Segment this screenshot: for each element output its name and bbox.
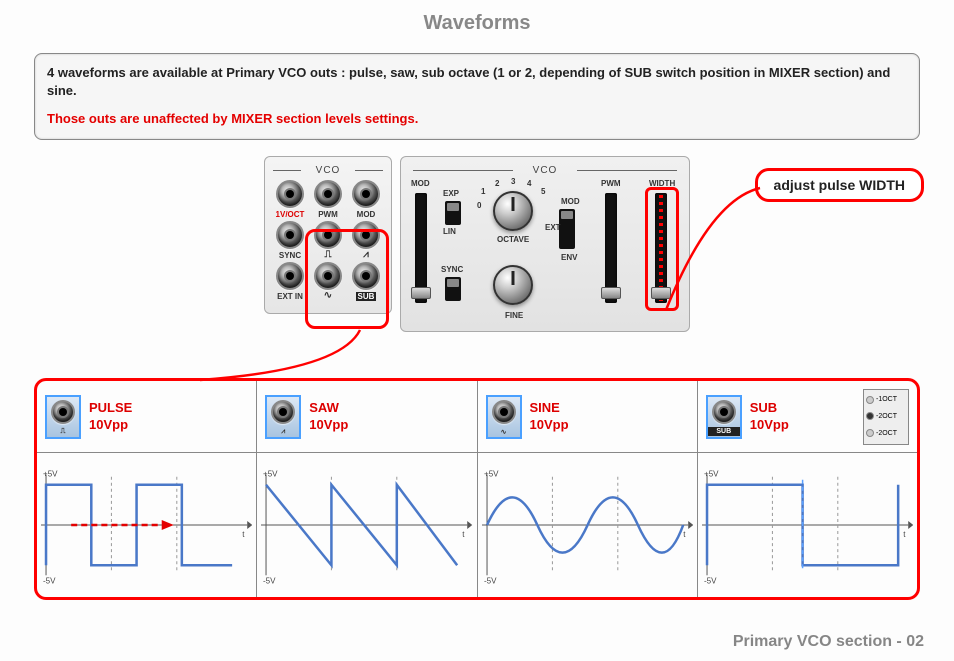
pwm-slider[interactable] bbox=[605, 193, 617, 303]
jack-PWM[interactable]: PWM bbox=[310, 180, 346, 219]
label-fine: FINE bbox=[505, 311, 523, 320]
width-highlight bbox=[645, 187, 679, 311]
jack-MOD[interactable]: MOD bbox=[348, 180, 384, 219]
jack-⎍[interactable]: ⎍ bbox=[310, 221, 346, 260]
label-lin: LIN bbox=[443, 227, 456, 236]
svg-text:t: t bbox=[903, 530, 906, 539]
label-octave: OCTAVE bbox=[497, 235, 529, 244]
wave-plot-sub: +5V -5V t bbox=[702, 457, 913, 593]
callout-pulse-width: adjust pulse WIDTH bbox=[755, 168, 924, 202]
svg-text:+5V: +5V bbox=[43, 470, 58, 479]
waveform-table: ⎍PULSE10Vpp+5V-5Vt⩘SAW10Vpp+5V-5Vt∿SINE1… bbox=[34, 378, 920, 600]
control-panel: VCO MOD EXP LIN SYNC 0 1 2 3 4 5 OCTAVE … bbox=[400, 156, 690, 332]
jack-icon-sine: ∿ bbox=[486, 395, 522, 439]
label-mod2: MOD bbox=[561, 197, 580, 206]
exp-lin-switch[interactable] bbox=[445, 201, 461, 225]
svg-text:+5V: +5V bbox=[704, 470, 719, 479]
sync-switch[interactable] bbox=[445, 277, 461, 301]
svg-text:-5V: -5V bbox=[263, 576, 276, 585]
jack-SYNC[interactable]: SYNC bbox=[272, 221, 308, 260]
oct-2: 2 bbox=[495, 179, 499, 188]
jack-⩘[interactable]: ⩘ bbox=[348, 221, 384, 260]
mod-slider[interactable] bbox=[415, 193, 427, 303]
svg-text:t: t bbox=[242, 530, 245, 539]
jack-icon-pulse: ⎍ bbox=[45, 395, 81, 439]
svg-text:t: t bbox=[462, 530, 465, 539]
wave-col-sine: ∿SINE10Vpp +5V -5V t bbox=[478, 381, 698, 597]
wave-plot-pulse: +5V -5V t bbox=[41, 457, 252, 593]
info-box: 4 waveforms are available at Primary VCO… bbox=[34, 53, 920, 140]
info-line2: Those outs are unaffected by MIXER secti… bbox=[47, 110, 907, 128]
svg-text:-5V: -5V bbox=[43, 576, 56, 585]
octave-knob[interactable] bbox=[493, 191, 533, 231]
svg-text:t: t bbox=[683, 530, 686, 539]
wave-col-saw: ⩘SAW10Vpp +5V -5V t bbox=[257, 381, 477, 597]
footer: Primary VCO section - 02 bbox=[733, 633, 924, 651]
wave-col-pulse: ⎍PULSE10Vpp +5V -5V t bbox=[37, 381, 257, 597]
jack-panel-header: VCO bbox=[271, 165, 385, 176]
oct-4: 4 bbox=[527, 179, 531, 188]
oct-1: 1 bbox=[481, 187, 485, 196]
wave-col-sub: SUBSUB10Vpp -1OCT-2OCT-2OCT +5V -5V t bbox=[698, 381, 917, 597]
label-exp: EXP bbox=[443, 189, 459, 198]
svg-text:+5V: +5V bbox=[484, 470, 499, 479]
jack-panel: VCO 1V/OCTPWMMOD SYNC⎍⩘ EXT IN∿SUB bbox=[264, 156, 392, 314]
jack-SUB[interactable]: SUB bbox=[348, 262, 384, 301]
label-env: ENV bbox=[561, 253, 577, 262]
jack-icon-sub: SUB bbox=[706, 395, 742, 439]
fine-knob[interactable] bbox=[493, 265, 533, 305]
label-ext: EXT bbox=[545, 223, 561, 232]
oct-0: 0 bbox=[477, 201, 481, 210]
jack-icon-saw: ⩘ bbox=[265, 395, 301, 439]
label-sync: SYNC bbox=[441, 265, 463, 274]
wave-label-sub: SUB10Vpp bbox=[750, 400, 789, 434]
wave-label-pulse: PULSE10Vpp bbox=[89, 400, 132, 434]
svg-text:-5V: -5V bbox=[704, 576, 717, 585]
sub-octave-switch[interactable]: -1OCT-2OCT-2OCT bbox=[863, 389, 909, 445]
label-pwm: PWM bbox=[601, 179, 621, 188]
page-title: Waveforms bbox=[0, 0, 954, 53]
wave-plot-sine: +5V -5V t bbox=[482, 457, 693, 593]
svg-text:+5V: +5V bbox=[263, 470, 278, 479]
control-panel-header: VCO bbox=[411, 165, 679, 176]
oct-5: 5 bbox=[541, 187, 545, 196]
svg-text:-5V: -5V bbox=[484, 576, 497, 585]
info-line1: 4 waveforms are available at Primary VCO… bbox=[47, 64, 907, 100]
jack-∿[interactable]: ∿ bbox=[310, 262, 346, 301]
mod-ext-env-switch[interactable] bbox=[559, 209, 575, 249]
jack-1V/OCT[interactable]: 1V/OCT bbox=[272, 180, 308, 219]
oct-3: 3 bbox=[511, 177, 515, 186]
wave-label-saw: SAW10Vpp bbox=[309, 400, 348, 434]
wave-label-sine: SINE10Vpp bbox=[530, 400, 569, 434]
label-mod: MOD bbox=[411, 179, 430, 188]
jack-EXT IN[interactable]: EXT IN bbox=[272, 262, 308, 301]
wave-plot-saw: +5V -5V t bbox=[261, 457, 472, 593]
